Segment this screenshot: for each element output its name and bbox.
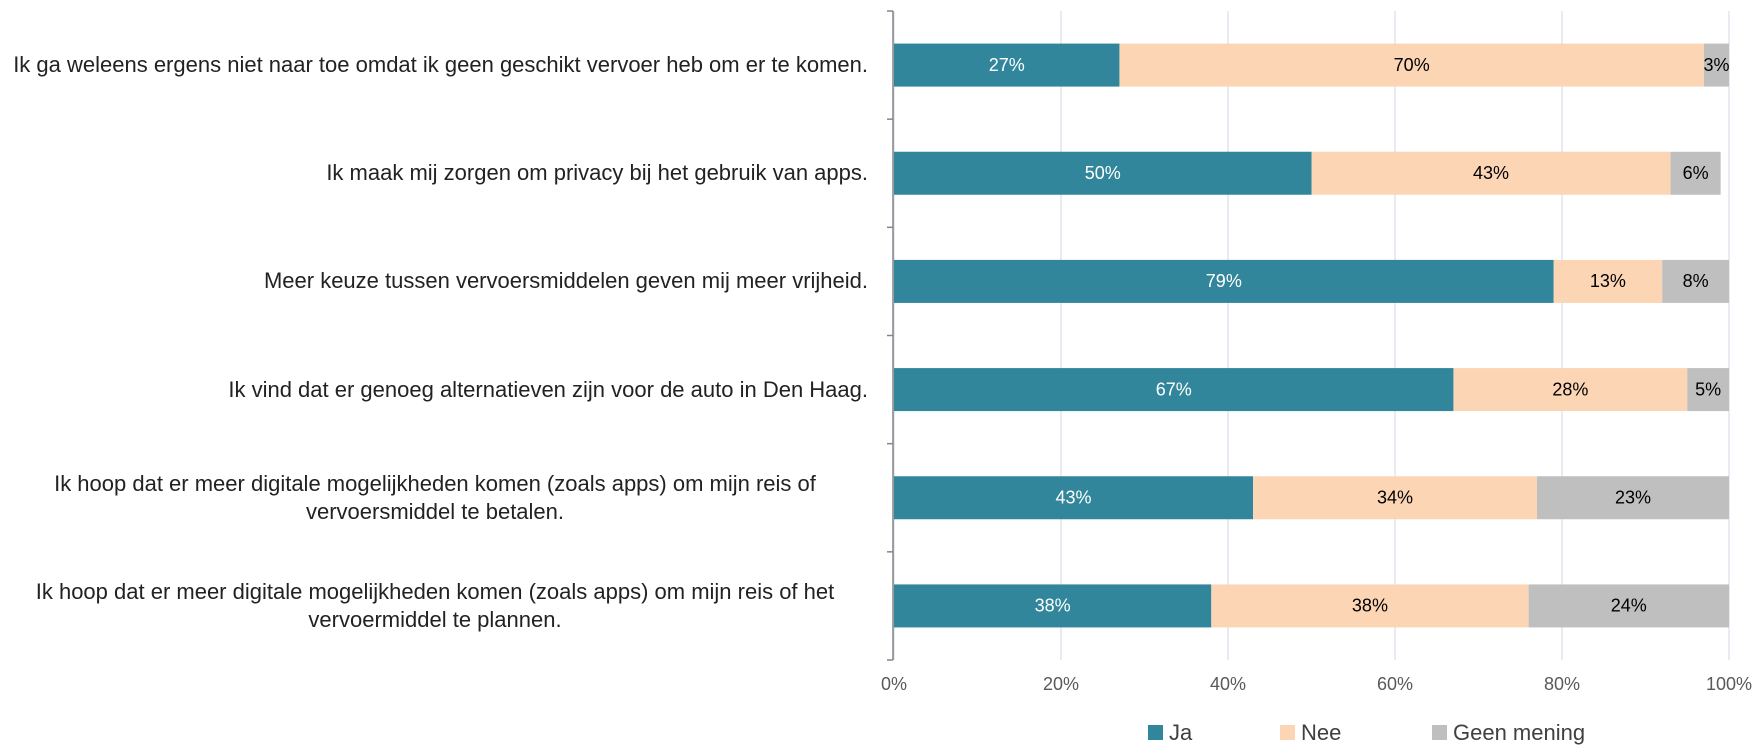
legend-label: Ja (1169, 720, 1193, 745)
bar-segment (894, 151, 1312, 195)
category-label-text: Ik hoop dat er meer digitale mogelijkhed… (54, 470, 816, 524)
data-label: 5% (1695, 379, 1721, 399)
category-label-text: Ik vind dat er genoeg alternatieven zijn… (228, 376, 868, 402)
category-label: Ik hoop dat er meer digitale mogelijkhed… (2, 470, 868, 526)
category-label: Meer keuze tussen vervoersmiddelen geven… (2, 267, 868, 295)
bar-segment (1453, 368, 1688, 412)
data-label: 27% (989, 55, 1025, 75)
data-label: 79% (1206, 271, 1242, 291)
bar-segment (1253, 476, 1537, 520)
bar-segment (894, 259, 1554, 303)
data-label: 43% (1056, 488, 1092, 508)
x-tick-label: 0% (881, 674, 907, 694)
data-label: 13% (1590, 271, 1626, 291)
data-label: 34% (1377, 488, 1413, 508)
bar-segment (894, 584, 1212, 628)
legend-label: Nee (1301, 720, 1341, 745)
bar-segment (1553, 259, 1663, 303)
bar-segment (1670, 151, 1721, 195)
legend-swatch (1280, 725, 1295, 740)
data-label: 28% (1552, 379, 1588, 399)
x-tick-label: 60% (1377, 674, 1413, 694)
data-label: 3% (1703, 55, 1729, 75)
data-label: 43% (1473, 163, 1509, 183)
bar-segment (1662, 259, 1729, 303)
data-label: 70% (1394, 55, 1430, 75)
data-label: 50% (1085, 163, 1121, 183)
bar-segment (1536, 476, 1729, 520)
category-label: Ik hoop dat er meer digitale mogelijkhed… (2, 578, 868, 634)
x-tick-label: 20% (1043, 674, 1079, 694)
x-tick-label: 100% (1706, 674, 1752, 694)
bar-segment (1687, 368, 1729, 412)
legend-swatch (1148, 725, 1163, 740)
category-label-text: Meer keuze tussen vervoersmiddelen geven… (263, 268, 868, 294)
category-label: Ik ga weleens ergens niet naar toe omdat… (2, 51, 868, 79)
category-label: Ik maak mij zorgen om privacy bij het ge… (2, 159, 868, 187)
category-label-text: Ik ga weleens ergens niet naar toe omdat… (13, 52, 868, 78)
bar-segment (1119, 43, 1704, 87)
legend-label: Geen mening (1453, 720, 1585, 745)
bar-segment (1528, 584, 1729, 628)
category-label-text: Ik hoop dat er meer digitale mogelijkhed… (35, 578, 835, 632)
category-label: Ik vind dat er genoeg alternatieven zijn… (2, 376, 868, 404)
bar-segment (1211, 584, 1529, 628)
data-label: 6% (1683, 163, 1709, 183)
x-tick-label: 80% (1544, 674, 1580, 694)
data-label: 24% (1611, 596, 1647, 616)
x-tick-label: 40% (1210, 674, 1246, 694)
bar-segment (1311, 151, 1671, 195)
data-label: 67% (1156, 379, 1192, 399)
bar-segment (894, 476, 1254, 520)
legend-swatch (1432, 725, 1447, 740)
data-label: 38% (1352, 596, 1388, 616)
bar-segment (894, 43, 1120, 87)
bar-segment (894, 368, 1454, 412)
bar-segment (1703, 43, 1729, 87)
data-label: 38% (1035, 596, 1071, 616)
category-label-text: Ik maak mij zorgen om privacy bij het ge… (326, 160, 868, 186)
data-label: 23% (1615, 488, 1651, 508)
data-label: 8% (1683, 271, 1709, 291)
